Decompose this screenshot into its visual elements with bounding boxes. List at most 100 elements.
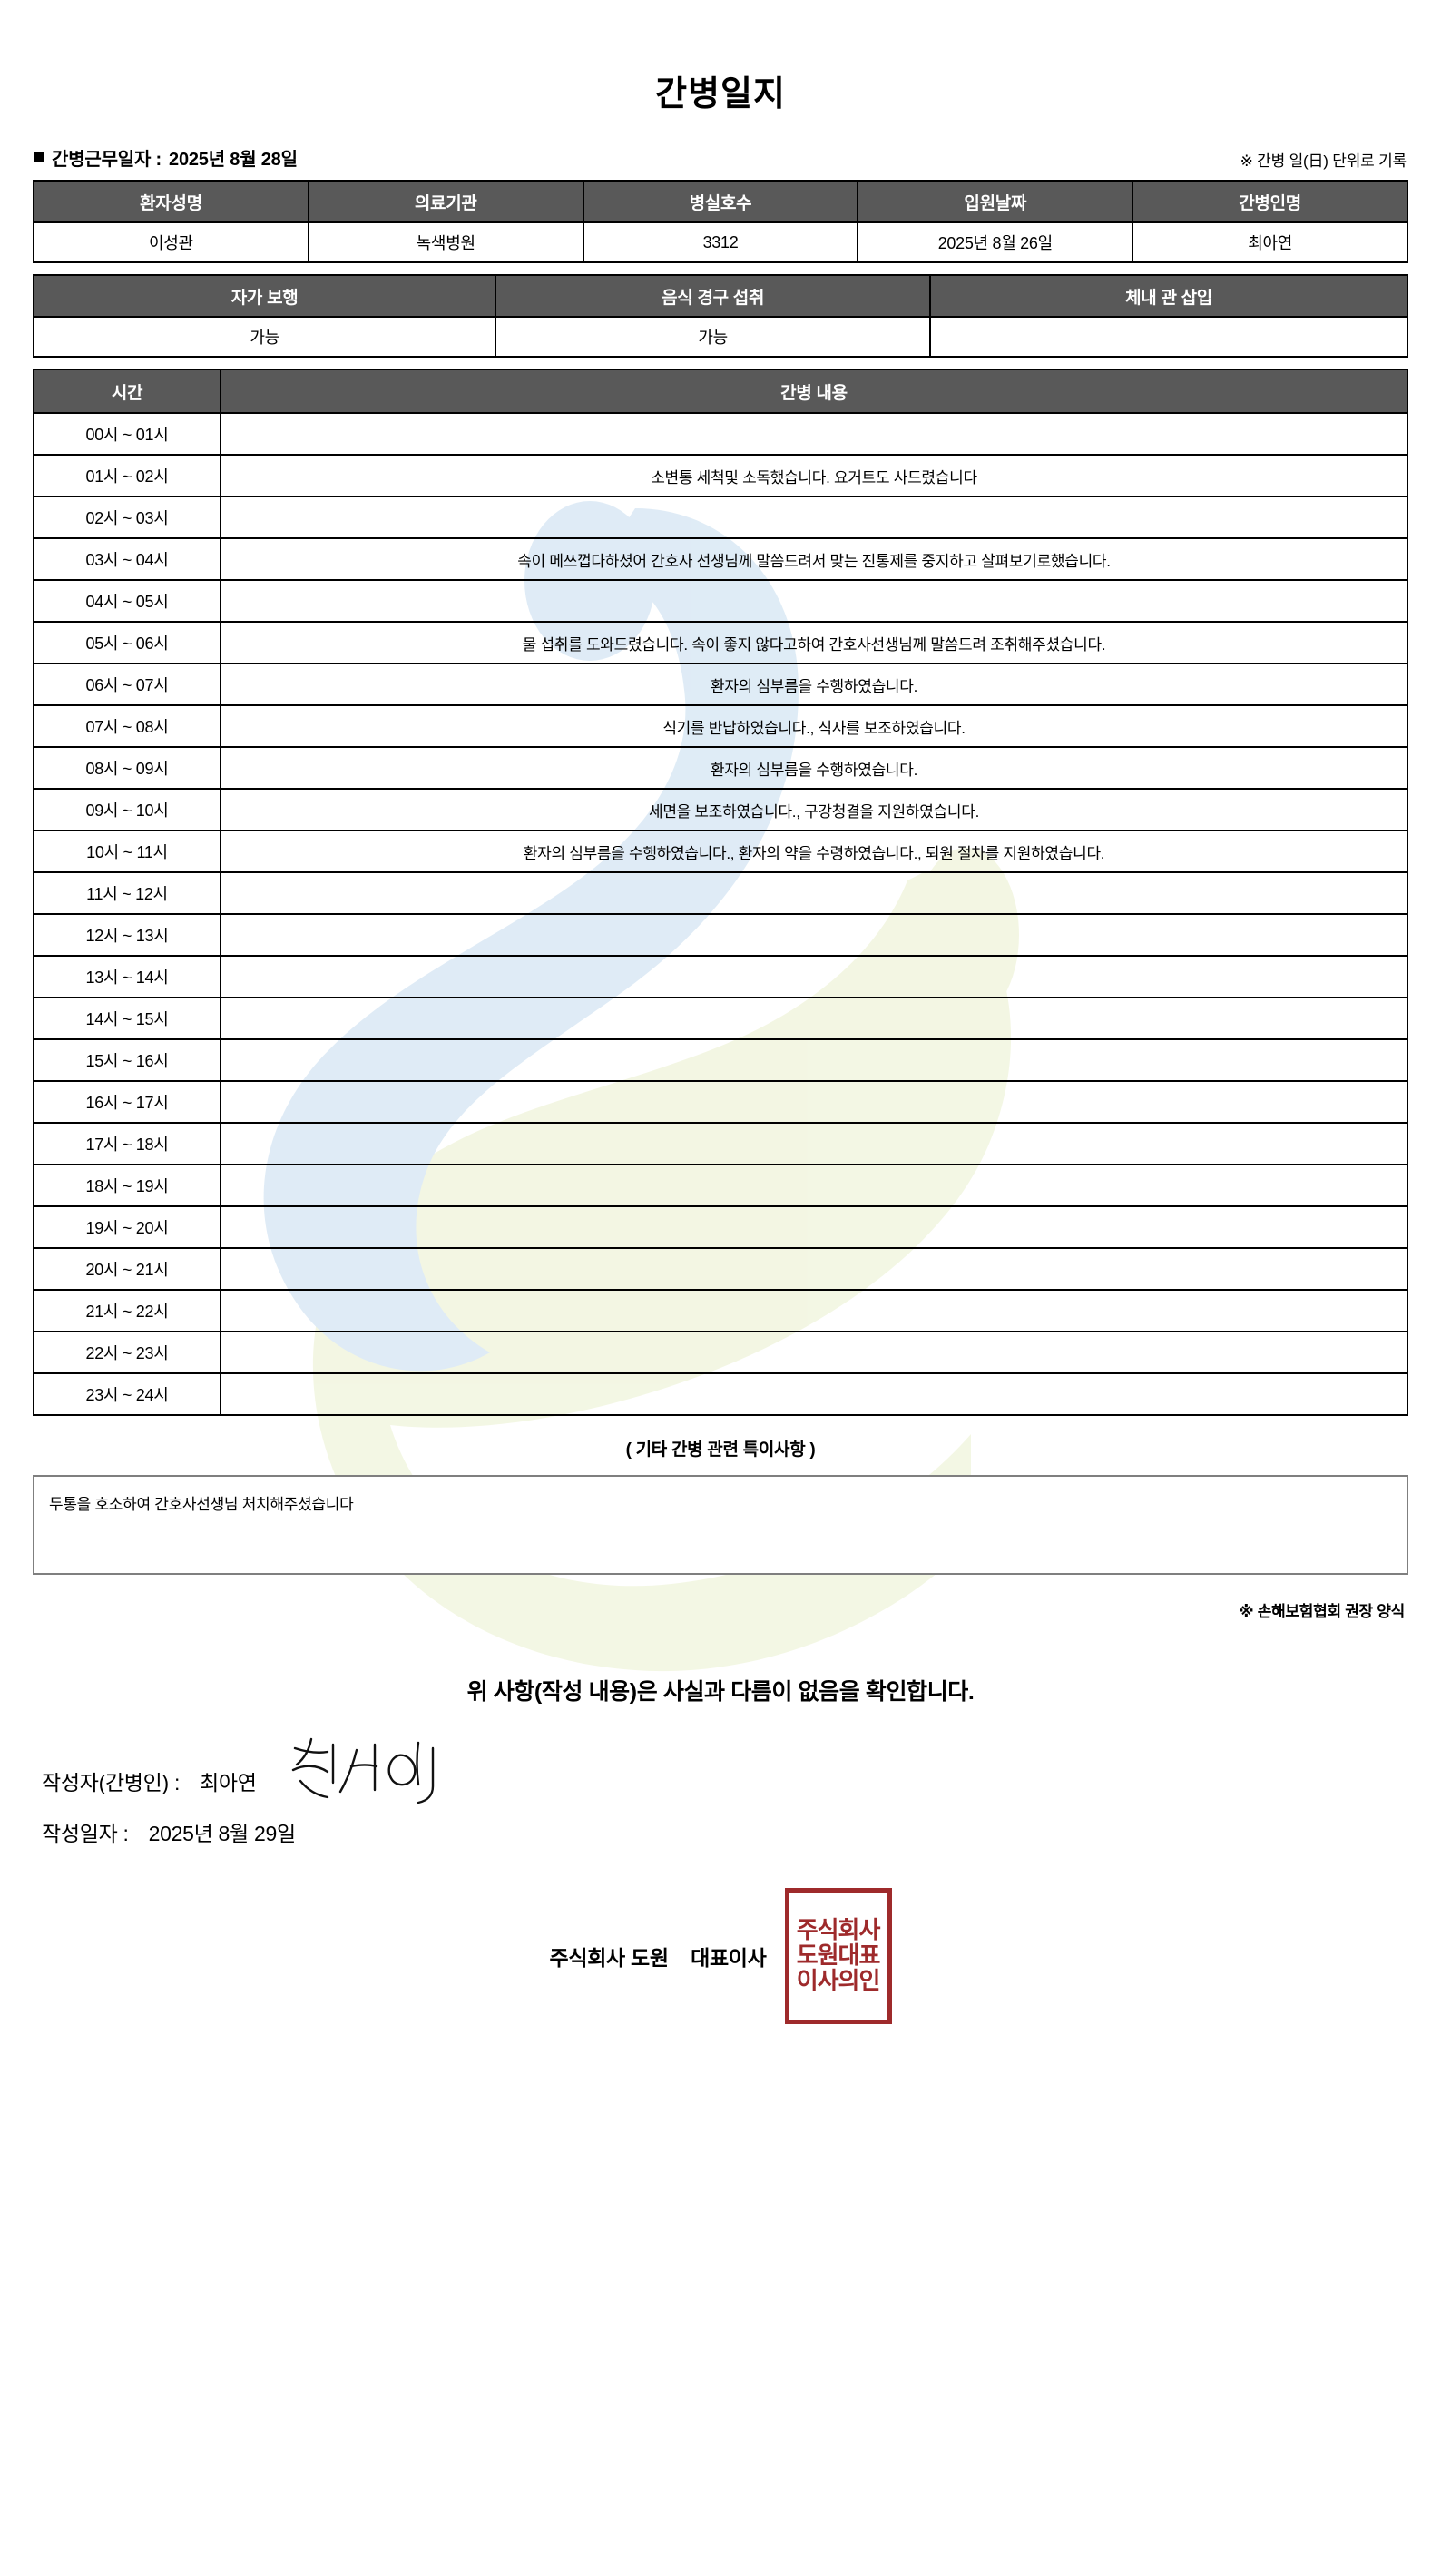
table-row: 01시 ~ 02시 소변통 세척및 소독했습니다. 요거트도 사드렸습니다 <box>33 454 1408 497</box>
time-slot-label: 05시 ~ 06시 <box>33 621 221 664</box>
header-medical-institution: 의료기관 <box>307 180 584 223</box>
meta-row: 간병근무일자 : 2025년 8월 28일 ※ 간병 일(日) 단위로 기록 <box>33 124 1408 180</box>
care-content-cell[interactable] <box>220 1122 1408 1165</box>
handwritten-signature <box>280 1734 453 1817</box>
care-content-cell[interactable]: 소변통 세척및 소독했습니다. 요거트도 사드렸습니다 <box>220 454 1408 497</box>
value-oral-intake: 가능 <box>495 316 932 358</box>
square-bullet-icon <box>34 152 44 162</box>
time-slot-label: 12시 ~ 13시 <box>33 913 221 957</box>
work-date-label: 간병근무일자 : <box>52 150 162 170</box>
care-content-cell[interactable] <box>220 913 1408 957</box>
table-row: 21시 ~ 22시 <box>33 1289 1408 1332</box>
time-slot-label: 22시 ~ 23시 <box>33 1331 221 1374</box>
care-content-cell[interactable] <box>220 1331 1408 1374</box>
table-spacer <box>33 263 1408 274</box>
care-content-cell[interactable]: 환자의 심부름을 수행하였습니다. <box>220 663 1408 706</box>
table-row: 02시 ~ 03시 <box>33 496 1408 539</box>
care-content-cell[interactable] <box>220 1080 1408 1124</box>
header-caregiver-name: 간병인명 <box>1132 180 1408 223</box>
time-slot-label: 20시 ~ 21시 <box>33 1247 221 1291</box>
table-spacer-2 <box>33 358 1408 369</box>
value-patient-name: 이성관 <box>33 221 309 263</box>
confirmation-statement: 위 사항(작성 내용)은 사실과 다름이 없음을 확인합니다. <box>466 1679 975 1705</box>
time-slot-label: 15시 ~ 16시 <box>33 1038 221 1082</box>
hourly-log-table: 시간 간병 내용 00시 ~ 01시 01시 ~ 02시 소변통 세척및 소독했습니… <box>33 369 1408 1416</box>
time-slot-label: 13시 ~ 14시 <box>33 955 221 998</box>
association-form-note: ※ 손해보험협회 권장 양식 <box>1239 1603 1405 1620</box>
time-slot-label: 10시 ~ 11시 <box>33 830 221 873</box>
header-room-number: 병실호수 <box>582 180 859 223</box>
table-row: 09시 ~ 10시 세면을 보조하였습니다., 구강청결을 지원하였습니다. <box>33 788 1408 831</box>
table-row: 17시 ~ 18시 <box>33 1122 1408 1165</box>
care-content-cell[interactable] <box>220 1289 1408 1332</box>
time-slot-label: 18시 ~ 19시 <box>33 1164 221 1207</box>
writer-row: 작성자(간병인) : 최아연 <box>42 1737 1408 1806</box>
table-row: 11시 ~ 12시 <box>33 871 1408 915</box>
table-row: 20시 ~ 21시 <box>33 1247 1408 1291</box>
condition-header-row: 자가 보행 음식 경구 섭취 체내 관 삽입 <box>32 274 1408 318</box>
value-room-number: 3312 <box>582 221 859 263</box>
care-content-cell[interactable] <box>220 1038 1408 1082</box>
header-admission-date: 입원날짜 <box>857 180 1134 223</box>
care-content-cell[interactable]: 환자의 심부름을 수행하였습니다., 환자의 약을 수령하였습니다., 퇴원 절… <box>220 830 1408 873</box>
care-content-cell[interactable] <box>220 1205 1408 1249</box>
care-content-cell[interactable]: 환자의 심부름을 수행하였습니다. <box>220 746 1408 790</box>
time-slot-label: 07시 ~ 08시 <box>33 704 221 748</box>
table-row: 15시 ~ 16시 <box>33 1038 1408 1082</box>
time-slot-label: 09시 ~ 10시 <box>33 788 221 831</box>
time-slot-label: 00시 ~ 01시 <box>33 412 221 456</box>
hourly-log-header-row: 시간 간병 내용 <box>33 369 1408 414</box>
care-content-cell[interactable] <box>220 1164 1408 1207</box>
value-admission-date: 2025년 8월 26일 <box>857 221 1134 263</box>
table-row: 08시 ~ 09시 환자의 심부름을 수행하였습니다. <box>33 746 1408 790</box>
work-date-group: 간병근무일자 : 2025년 8월 28일 <box>34 144 298 171</box>
remarks-box[interactable]: 두통을 호소하여 간호사선생님 처치해주셨습니다 <box>33 1475 1408 1575</box>
table-row: 04시 ~ 05시 <box>33 579 1408 623</box>
time-slot-label: 14시 ~ 15시 <box>33 997 221 1040</box>
table-row: 05시 ~ 06시 물 섭취를 도와드렸습니다. 속이 좋지 않다고하여 간호사선… <box>33 621 1408 664</box>
care-content-cell[interactable]: 세면을 보조하였습니다., 구강청결을 지원하였습니다. <box>220 788 1408 831</box>
time-slot-label: 23시 ~ 24시 <box>33 1372 221 1416</box>
care-content-cell[interactable]: 물 섭취를 도와드렸습니다. 속이 좋지 않다고하여 간호사선생님께 말씀드려 … <box>220 621 1408 664</box>
table-row: 06시 ~ 07시 환자의 심부름을 수행하였습니다. <box>33 663 1408 706</box>
care-content-cell[interactable]: 식기를 반납하였습니다., 식사를 보조하였습니다. <box>220 704 1408 748</box>
time-slot-label: 19시 ~ 20시 <box>33 1205 221 1249</box>
care-content-cell[interactable] <box>220 412 1408 456</box>
time-slot-label: 11시 ~ 12시 <box>33 871 221 915</box>
header-self-ambulation: 자가 보행 <box>32 274 497 318</box>
time-slot-label: 06시 ~ 07시 <box>33 663 221 706</box>
condition-value-row: 가능 가능 <box>32 316 1408 358</box>
company-seal: 주식회사 도원대표 이사의인 <box>784 1888 892 2024</box>
table-row: 19시 ~ 20시 <box>33 1205 1408 1249</box>
care-content-cell[interactable] <box>220 997 1408 1040</box>
writing-date-label: 작성일자 : <box>42 1822 129 1845</box>
seal-line-1: 주식회사 <box>796 1916 881 1944</box>
signature-block: 작성자(간병인) : 최아연 <box>33 1706 1408 1857</box>
table-row: 23시 ~ 24시 <box>33 1372 1408 1416</box>
time-slot-label: 08시 ~ 09시 <box>33 746 221 790</box>
header-oral-intake: 음식 경구 섭취 <box>495 274 932 318</box>
table-row: 12시 ~ 13시 <box>33 913 1408 957</box>
time-slot-label: 02시 ~ 03시 <box>33 496 221 539</box>
table-row: 07시 ~ 08시 식기를 반납하였습니다., 식사를 보조하였습니다. <box>33 704 1408 748</box>
value-medical-institution: 녹색병원 <box>307 221 584 263</box>
patient-info-value-row: 이성관 녹색병원 3312 2025년 8월 26일 최아연 <box>33 221 1408 263</box>
value-caregiver-name: 최아연 <box>1132 221 1408 263</box>
header-time: 시간 <box>33 369 221 414</box>
care-content-cell[interactable] <box>220 579 1408 623</box>
time-slot-label: 16시 ~ 17시 <box>33 1080 221 1124</box>
table-row: 00시 ~ 01시 <box>33 412 1408 456</box>
seal-line-3: 이사의인 <box>796 1968 881 1996</box>
care-content-cell[interactable] <box>220 955 1408 998</box>
table-row: 10시 ~ 11시 환자의 심부름을 수행하였습니다., 환자의 약을 수령하였습… <box>33 830 1408 873</box>
seal-line-2: 도원대표 <box>796 1942 881 1970</box>
patient-info-table: 환자성명 의료기관 병실호수 입원날짜 간병인명 이성관 녹색병원 3312 2… <box>33 180 1408 263</box>
care-content-cell[interactable]: 속이 메쓰껍다하셨어 간호사 선생님께 말씀드려서 맞는 진통제를 중지하고 살… <box>220 537 1408 581</box>
table-row: 18시 ~ 19시 <box>33 1164 1408 1207</box>
care-content-cell[interactable] <box>220 1247 1408 1291</box>
care-content-cell[interactable] <box>220 496 1408 539</box>
care-content-cell[interactable] <box>220 1372 1408 1416</box>
care-content-cell[interactable] <box>220 871 1408 915</box>
writing-date-value: 2025년 8월 29일 <box>148 1822 297 1845</box>
